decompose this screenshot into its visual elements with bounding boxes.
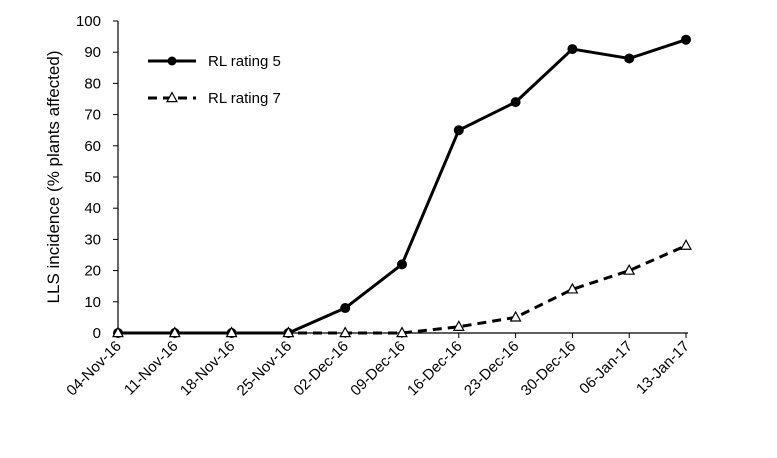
x-tick-label: 04-Nov-16 — [63, 338, 125, 400]
y-tick-label: 100 — [76, 13, 101, 30]
data-point-1 — [453, 125, 464, 136]
x-tick-label: 11-Nov-16 — [121, 338, 182, 399]
y-tick-label: 20 — [84, 263, 101, 280]
y-tick-label: 30 — [84, 231, 101, 248]
data-point-2 — [225, 326, 238, 338]
legend-label-2: RL rating 7 — [208, 90, 281, 107]
data-point-2 — [168, 326, 181, 338]
x-tick-label: 23-Dec-16 — [461, 338, 523, 400]
x-tick-label: 13-Jan-17 — [633, 338, 693, 398]
legend-label-1: RL rating 5 — [208, 53, 281, 70]
data-point-2 — [566, 282, 579, 294]
legend: RL rating 5 RL rating 7 — [148, 53, 281, 107]
x-tick-label: 30-Dec-16 — [518, 338, 580, 400]
x-tick-label: 16-Dec-16 — [404, 338, 466, 400]
x-tick-label: 02-Dec-16 — [290, 338, 352, 400]
x-tick-label: 09-Dec-16 — [347, 338, 409, 400]
y-tick-label: 70 — [84, 107, 101, 124]
data-point-2 — [623, 263, 636, 275]
series-layer — [112, 34, 692, 338]
y-tick-label: 10 — [84, 294, 101, 311]
y-tick-label: 50 — [84, 169, 101, 186]
x-tick-label: 18-Nov-16 — [177, 338, 239, 400]
legend-marker-2 — [166, 91, 178, 103]
data-point-1 — [397, 259, 407, 270]
data-point-1 — [567, 44, 578, 55]
data-point-2 — [112, 326, 124, 338]
x-tick-label: 06-Jan-17 — [576, 338, 636, 398]
data-point-1 — [510, 97, 521, 108]
y-tick-label: 60 — [84, 138, 101, 155]
data-point-2 — [509, 310, 522, 322]
y-axis-title: LLS incidence (% plants affected) — [44, 51, 63, 304]
data-point-2 — [452, 320, 465, 331]
axes: 0 10 20 30 40 50 60 70 80 90 100 04-Nov-1611-Nov-16… — [44, 13, 693, 399]
data-point-2 — [680, 238, 692, 250]
data-point-2 — [282, 326, 295, 338]
y-tick-label: 80 — [84, 75, 101, 92]
y-tick-label: 0 — [93, 325, 101, 342]
x-tick-label: 25-Nov-16 — [234, 338, 296, 400]
y-tick-label: 90 — [84, 44, 101, 61]
y-tick-label: 40 — [84, 200, 101, 217]
series-line-2 — [118, 244, 687, 335]
data-point-1 — [624, 53, 635, 64]
data-point-1 — [681, 34, 691, 45]
series-line-1 — [118, 38, 687, 335]
data-point-2 — [396, 326, 408, 338]
data-point-2 — [339, 326, 352, 338]
data-point-1 — [340, 303, 351, 314]
legend-marker-1 — [167, 56, 177, 66]
